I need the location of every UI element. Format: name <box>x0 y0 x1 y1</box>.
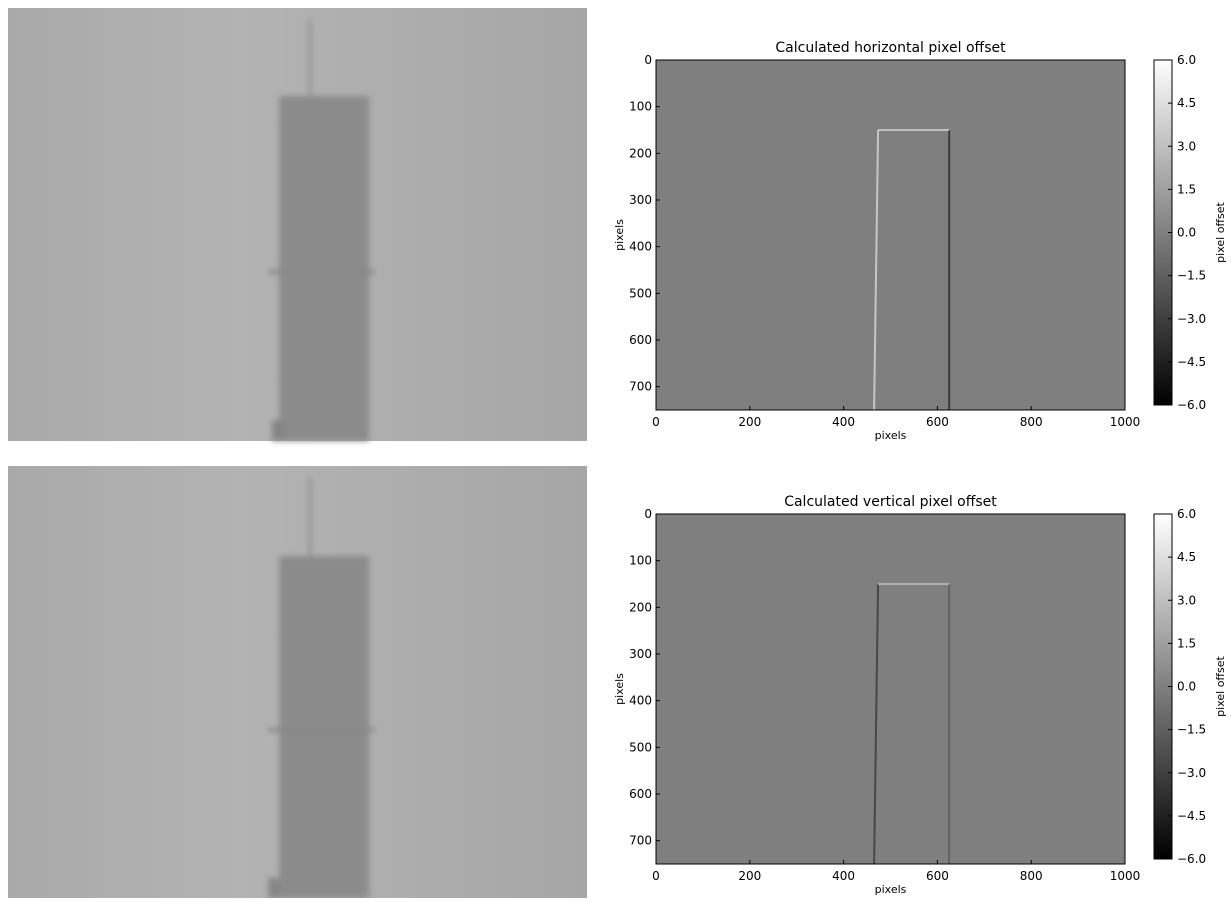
photo <box>8 8 587 441</box>
colorbar-tick-label: −3.0 <box>1177 766 1206 780</box>
y-tick-label: 500 <box>629 286 652 300</box>
colorbar-tick-label: −4.5 <box>1177 355 1206 369</box>
colorbar-tick-label: 1.5 <box>1177 636 1196 650</box>
chart-title: Calculated vertical pixel offset <box>784 494 997 510</box>
y-axis-label: pixels <box>613 219 626 251</box>
colorbar-tick-label: −6.0 <box>1177 398 1206 412</box>
y-tick-label: 0 <box>644 507 652 521</box>
colorbar-label: pixel offset <box>1214 201 1227 262</box>
colorbar-tick-label: −1.5 <box>1177 269 1206 283</box>
colorbar-tick-label: 6.0 <box>1177 53 1196 67</box>
colorbar-tick-label: 6.0 <box>1177 507 1196 521</box>
y-tick-label: 700 <box>629 834 652 848</box>
y-tick-label: 700 <box>629 380 652 394</box>
image-field <box>656 514 1125 864</box>
x-tick-label: 200 <box>738 869 761 883</box>
image-edge <box>873 129 880 411</box>
y-tick-label: 100 <box>629 100 652 114</box>
x-tick-label: 1000 <box>1110 415 1141 429</box>
y-tick-label: 400 <box>629 240 652 254</box>
colorbar-tick-label: −6.0 <box>1177 852 1206 866</box>
y-tick-label: 300 <box>629 647 652 661</box>
y-axis-label: pixels <box>613 673 626 705</box>
y-tick-label: 500 <box>629 740 652 754</box>
x-axis-label: pixels <box>875 883 907 896</box>
axes-frame <box>655 513 1126 865</box>
x-tick-label: 800 <box>1020 869 1043 883</box>
x-tick-label: 0 <box>652 869 660 883</box>
x-axis-label: pixels <box>875 429 907 442</box>
y-tick-label: 200 <box>629 146 652 160</box>
y-tick-label: 400 <box>629 694 652 708</box>
colorbar-tick-label: 0.0 <box>1177 226 1196 240</box>
x-tick-label: 800 <box>1020 415 1043 429</box>
colorbar-tick-label: −4.5 <box>1177 809 1206 823</box>
axes-frame <box>655 59 1126 411</box>
colorbar-tick-label: 1.5 <box>1177 182 1196 196</box>
colorbar-tick-label: 3.0 <box>1177 139 1196 153</box>
colorbar-tick-label: 3.0 <box>1177 593 1196 607</box>
colorbar-tick-label: −1.5 <box>1177 723 1206 737</box>
y-tick-label: 300 <box>629 193 652 207</box>
x-tick-label: 400 <box>832 869 855 883</box>
x-tick-label: 1000 <box>1110 869 1141 883</box>
y-tick-label: 0 <box>644 53 652 67</box>
colorbar-tick-label: 4.5 <box>1177 550 1196 564</box>
y-tick-label: 200 <box>629 600 652 614</box>
colorbar-label: pixel offset <box>1214 655 1227 716</box>
image-edge <box>873 583 880 865</box>
colorbar-tick-label: 4.5 <box>1177 96 1196 110</box>
colorbar-tick-label: 0.0 <box>1177 680 1196 694</box>
colorbar-tick-label: −3.0 <box>1177 312 1206 326</box>
x-tick-label: 200 <box>738 415 761 429</box>
y-tick-label: 600 <box>629 333 652 347</box>
x-tick-label: 0 <box>652 415 660 429</box>
y-tick-label: 100 <box>629 554 652 568</box>
x-tick-label: 400 <box>832 415 855 429</box>
chart-title: Calculated horizontal pixel offset <box>775 40 1006 56</box>
photo <box>8 466 587 898</box>
x-tick-label: 600 <box>926 415 949 429</box>
image-field <box>656 60 1125 410</box>
x-tick-label: 600 <box>926 869 949 883</box>
y-tick-label: 600 <box>629 787 652 801</box>
